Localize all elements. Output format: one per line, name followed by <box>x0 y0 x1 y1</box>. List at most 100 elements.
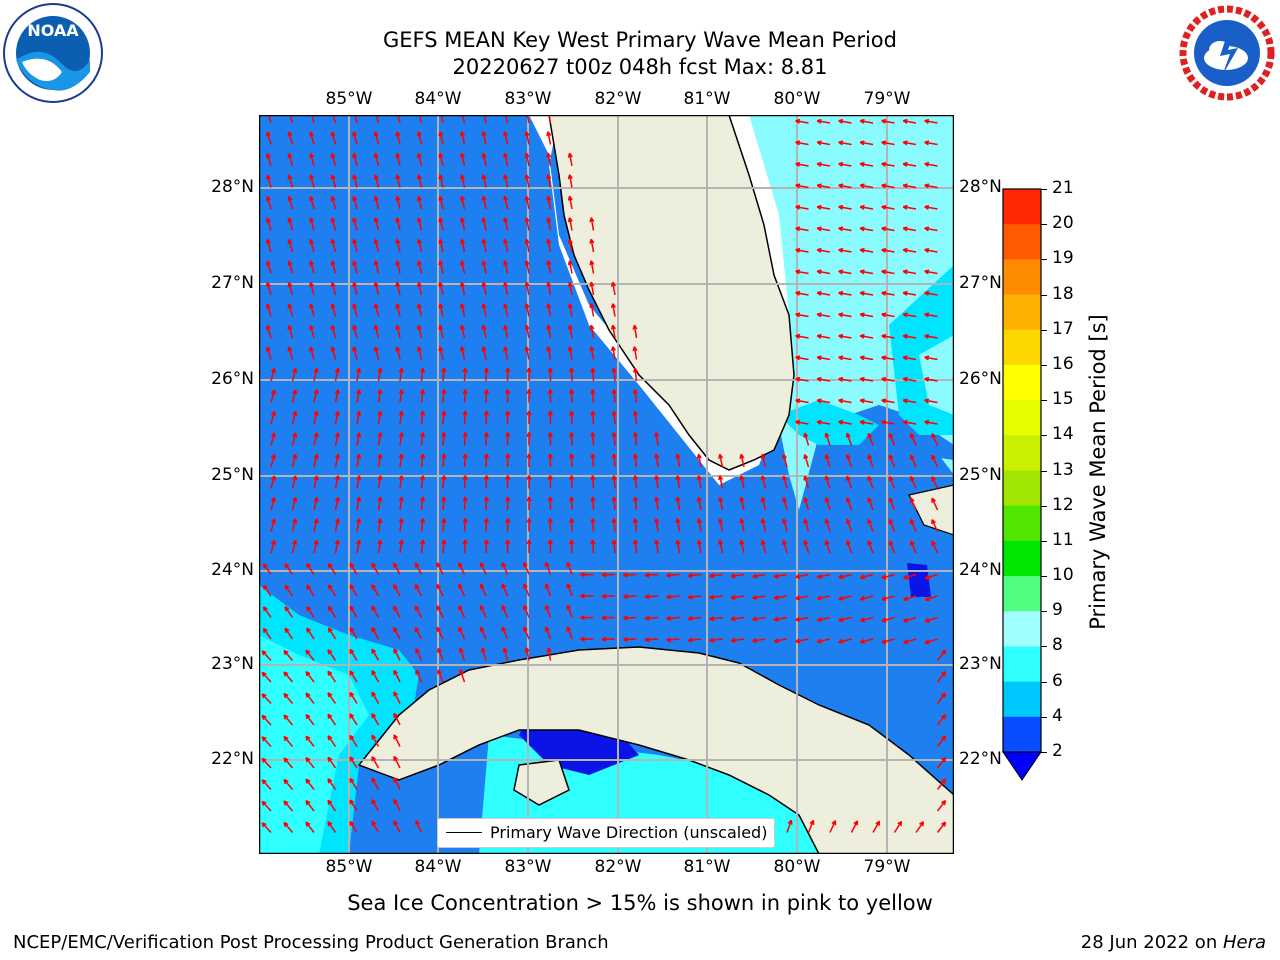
wave-arrow-head <box>261 714 267 718</box>
wave-arrow-head <box>316 540 319 545</box>
wave-arrow-head <box>439 195 444 201</box>
wave-arrow <box>761 454 767 468</box>
wave-arrow <box>331 153 337 167</box>
wave-arrow-head <box>570 453 575 459</box>
wave-arrow <box>795 270 809 275</box>
wave-arrow <box>327 735 337 747</box>
wave-arrow <box>288 131 294 145</box>
wave-arrow-head <box>943 736 947 741</box>
wave-arrow-head <box>337 432 340 438</box>
wave-arrow-head <box>422 410 426 416</box>
wave-arrow-head <box>283 649 289 654</box>
wave-arrow <box>305 714 315 726</box>
wave-arrow <box>349 735 358 747</box>
wave-arrow-head <box>943 779 947 784</box>
wave-arrow <box>415 648 423 661</box>
wave-arrow <box>846 518 853 532</box>
wave-arrow <box>634 411 638 425</box>
wave-arrow <box>309 260 315 274</box>
noaa-logo: NOAA <box>3 3 103 103</box>
wave-arrow <box>261 822 272 834</box>
wave-arrow <box>352 239 358 253</box>
wave-arrow <box>371 627 380 640</box>
wave-arrow <box>393 713 401 726</box>
wave-arrow <box>623 616 637 619</box>
wave-arrow <box>915 821 925 833</box>
wave-arrow <box>374 346 380 360</box>
wave-arrow <box>396 325 401 339</box>
colorbar-tick-label: 2 <box>1052 741 1063 761</box>
wave-arrow-head <box>396 281 401 287</box>
wave-arrow-head <box>417 152 422 158</box>
wave-arrow-head <box>644 615 650 620</box>
wave-arrow-head <box>697 475 702 480</box>
wave-arrow <box>525 647 530 661</box>
wave-arrow-head <box>436 583 442 588</box>
wave-arrow-head <box>782 454 787 459</box>
wave-arrow-head <box>943 671 947 677</box>
wave-arrow-head <box>838 376 844 380</box>
wave-arrow <box>485 453 488 468</box>
wave-arrow-head <box>740 475 745 480</box>
wave-arrow-head <box>881 118 887 122</box>
wave-arrow <box>590 303 595 317</box>
wave-arrow-head <box>547 174 552 179</box>
wave-arrow-head <box>507 518 511 523</box>
wave-arrow <box>371 648 380 661</box>
wave-arrow-head <box>666 572 671 577</box>
wave-arrow <box>436 627 444 640</box>
wave-arrow-head <box>464 410 468 416</box>
wave-arrow-head <box>881 269 887 272</box>
wave-arrow <box>377 411 382 425</box>
wave-arrow <box>334 518 339 532</box>
wave-arrow-head <box>525 281 530 287</box>
wave-arrow <box>838 595 852 600</box>
wave-arrow <box>417 131 423 145</box>
wave-arrow <box>283 693 294 704</box>
colorbar <box>1002 188 1042 781</box>
wave-arrow-head <box>458 626 463 631</box>
wave-arrow-head <box>422 389 426 395</box>
wave-arrow <box>829 820 837 833</box>
wave-arrow <box>270 432 276 446</box>
wave-arrow-head <box>838 226 844 229</box>
wave-arrow <box>888 497 896 511</box>
wave-arrow-head <box>261 822 267 826</box>
wave-arrow-head <box>443 475 447 481</box>
wave-arrow <box>850 820 859 833</box>
colorbar-segment <box>1003 435 1041 471</box>
wave-arrow <box>463 496 467 511</box>
wave-arrow <box>374 196 380 210</box>
wave-arrow <box>903 184 917 189</box>
wave-arrow-head <box>795 204 801 208</box>
wave-arrow <box>334 389 339 403</box>
wave-arrow-head <box>730 616 736 621</box>
wave-arrow <box>393 820 401 833</box>
wave-arrow-head <box>903 312 908 315</box>
graticule <box>259 115 954 854</box>
wave-arrow <box>399 389 403 403</box>
wave-arrow <box>501 626 509 640</box>
wave-arrow-head <box>461 281 465 287</box>
wave-arrow <box>331 325 337 339</box>
wave-arrow-head <box>415 648 420 653</box>
wave-arrow <box>352 174 358 188</box>
wave-arrow <box>374 174 380 188</box>
wave-arrow <box>910 433 917 446</box>
wave-arrow <box>485 432 488 446</box>
wave-arrow <box>439 346 444 360</box>
wave-arrow <box>623 638 637 641</box>
wave-arrow-head <box>309 217 314 222</box>
wave-arrow-head <box>601 572 607 576</box>
wave-arrow-head <box>860 204 865 208</box>
wave-arrow <box>327 799 337 812</box>
wave-arrow-head <box>547 131 552 136</box>
wave-arrow <box>284 563 294 575</box>
wave-arrow <box>825 518 831 532</box>
wave-arrow <box>305 757 315 769</box>
wave-arrow <box>288 174 294 188</box>
wave-arrow-head <box>261 779 267 783</box>
wave-arrow <box>377 497 382 511</box>
wave-arrow <box>924 162 938 167</box>
wave-arrow <box>924 616 938 623</box>
